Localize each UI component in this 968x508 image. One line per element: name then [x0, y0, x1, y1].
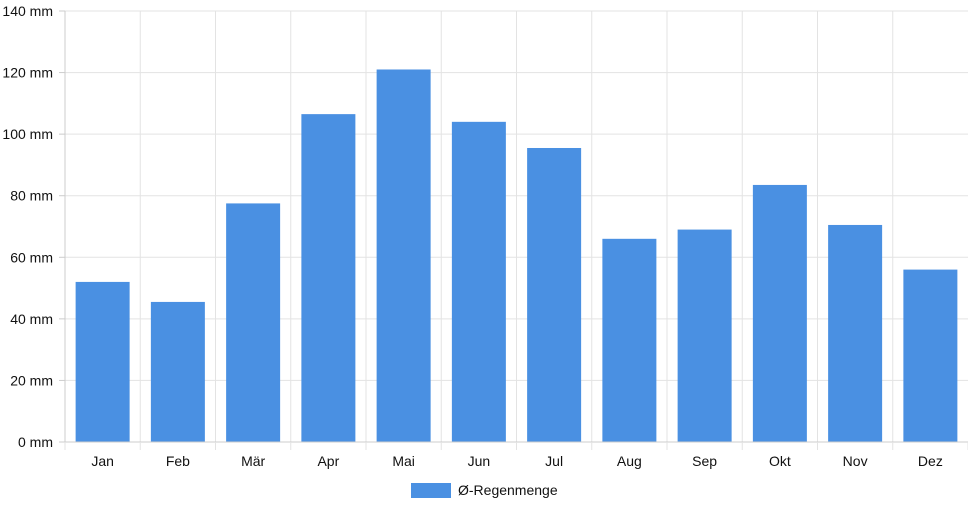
x-tick-label: Jan: [91, 453, 114, 469]
bar-Apr[interactable]: [301, 114, 356, 442]
x-axis-tick-labels: Jan Feb Mär Apr Mai Jun Jul Aug Sep Okt Nov Dez: [91, 453, 942, 469]
y-tick-label: 100 mm: [2, 126, 53, 142]
x-tick-label: Nov: [843, 453, 868, 469]
bar-Mär[interactable]: [226, 203, 281, 442]
grid: [65, 10, 968, 442]
y-tick-label: 40 mm: [10, 311, 53, 327]
bar-Aug[interactable]: [602, 238, 657, 442]
y-tick-label: 0 mm: [18, 434, 53, 450]
bar-Dez[interactable]: [903, 269, 958, 442]
y-tick-label: 60 mm: [10, 249, 53, 265]
legend[interactable]: Ø-Regenmenge: [411, 482, 558, 498]
x-tick-label: Aug: [617, 453, 642, 469]
x-tick-label: Mai: [392, 453, 415, 469]
x-tick-label: Mär: [241, 453, 265, 469]
bar-Nov[interactable]: [828, 224, 883, 442]
legend-label: Ø-Regenmenge: [458, 482, 558, 498]
x-tick-label: Apr: [317, 453, 339, 469]
x-tick-label: Sep: [692, 453, 717, 469]
bar-Jul[interactable]: [527, 147, 582, 442]
bar-Feb[interactable]: [150, 301, 205, 442]
bar-Jan[interactable]: [75, 281, 130, 442]
y-tick-label: 120 mm: [2, 65, 53, 81]
y-tick-label: 20 mm: [10, 372, 53, 388]
bar-Jun[interactable]: [451, 121, 506, 442]
bar-Mai[interactable]: [376, 69, 431, 442]
y-tick-label: 80 mm: [10, 188, 53, 204]
x-tick-label: Jul: [545, 453, 563, 469]
x-tick-label: Jun: [468, 453, 491, 469]
x-tick-label: Feb: [166, 453, 190, 469]
legend-swatch: [411, 483, 451, 498]
y-tick-label: 140 mm: [2, 3, 53, 19]
bar-Sep[interactable]: [677, 229, 732, 442]
bars: [75, 69, 958, 443]
x-tick-label: Dez: [918, 453, 943, 469]
y-axis-tick-labels: 0 mm 20 mm 40 mm 60 mm 80 mm 100 mm 120 mm 140 …: [2, 3, 53, 450]
bar-Okt[interactable]: [752, 184, 807, 443]
x-tick-label: Okt: [769, 453, 791, 469]
axes: [59, 10, 968, 450]
